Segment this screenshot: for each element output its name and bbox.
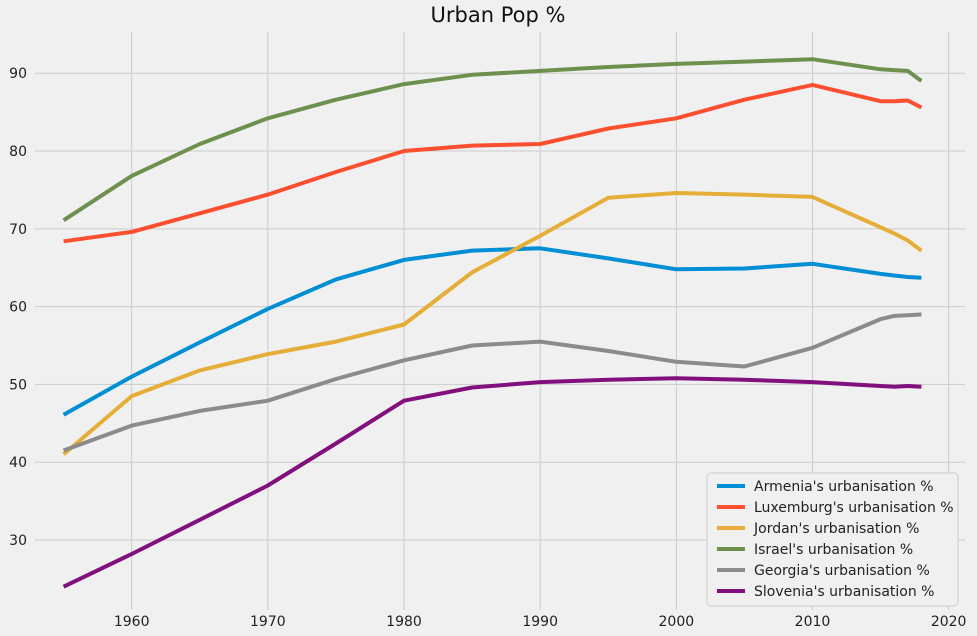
y-tick-label: 30 [9, 533, 27, 549]
x-tick-label: 2000 [659, 614, 695, 630]
series-line [63, 82, 923, 244]
y-tick-label: 40 [9, 455, 27, 471]
y-axis-ticks: 30 40 50 60 70 80 90 [9, 66, 27, 549]
legend-label: Jordan's urbanisation % [753, 521, 919, 537]
y-tick-label: 50 [9, 377, 27, 393]
series-line [62, 312, 922, 453]
y-tick-label: 80 [9, 144, 27, 160]
x-tick-label: 1960 [114, 614, 150, 630]
x-tick-label: 1990 [522, 614, 558, 630]
chart-title: Urban Pop % [431, 3, 566, 27]
legend: Armenia's urbanisation % Luxemburg's urba… [706, 472, 959, 607]
x-axis-ticks: 1960 1970 1980 1990 2000 2010 2020 [114, 614, 967, 630]
legend-label: Georgia's urbanisation % [754, 563, 930, 579]
x-tick-label: 1980 [386, 614, 422, 630]
legend-box [706, 472, 959, 607]
series-line [62, 246, 922, 417]
series-line [62, 57, 923, 222]
y-tick-label: 90 [9, 66, 27, 82]
x-tick-label: 2020 [931, 614, 967, 630]
legend-label: Armenia's urbanisation % [754, 479, 934, 495]
legend-label: Luxemburg's urbanisation % [754, 500, 954, 516]
series-line [62, 191, 923, 456]
legend-label: Israel's urbanisation % [754, 542, 913, 558]
y-tick-label: 70 [9, 222, 27, 238]
series-lines [62, 57, 923, 589]
x-tick-label: 1970 [250, 614, 286, 630]
x-tick-label: 2010 [795, 614, 831, 630]
y-tick-label: 60 [9, 300, 27, 316]
legend-label: Slovenia's urbanisation % [754, 584, 934, 600]
series-line [62, 376, 922, 589]
